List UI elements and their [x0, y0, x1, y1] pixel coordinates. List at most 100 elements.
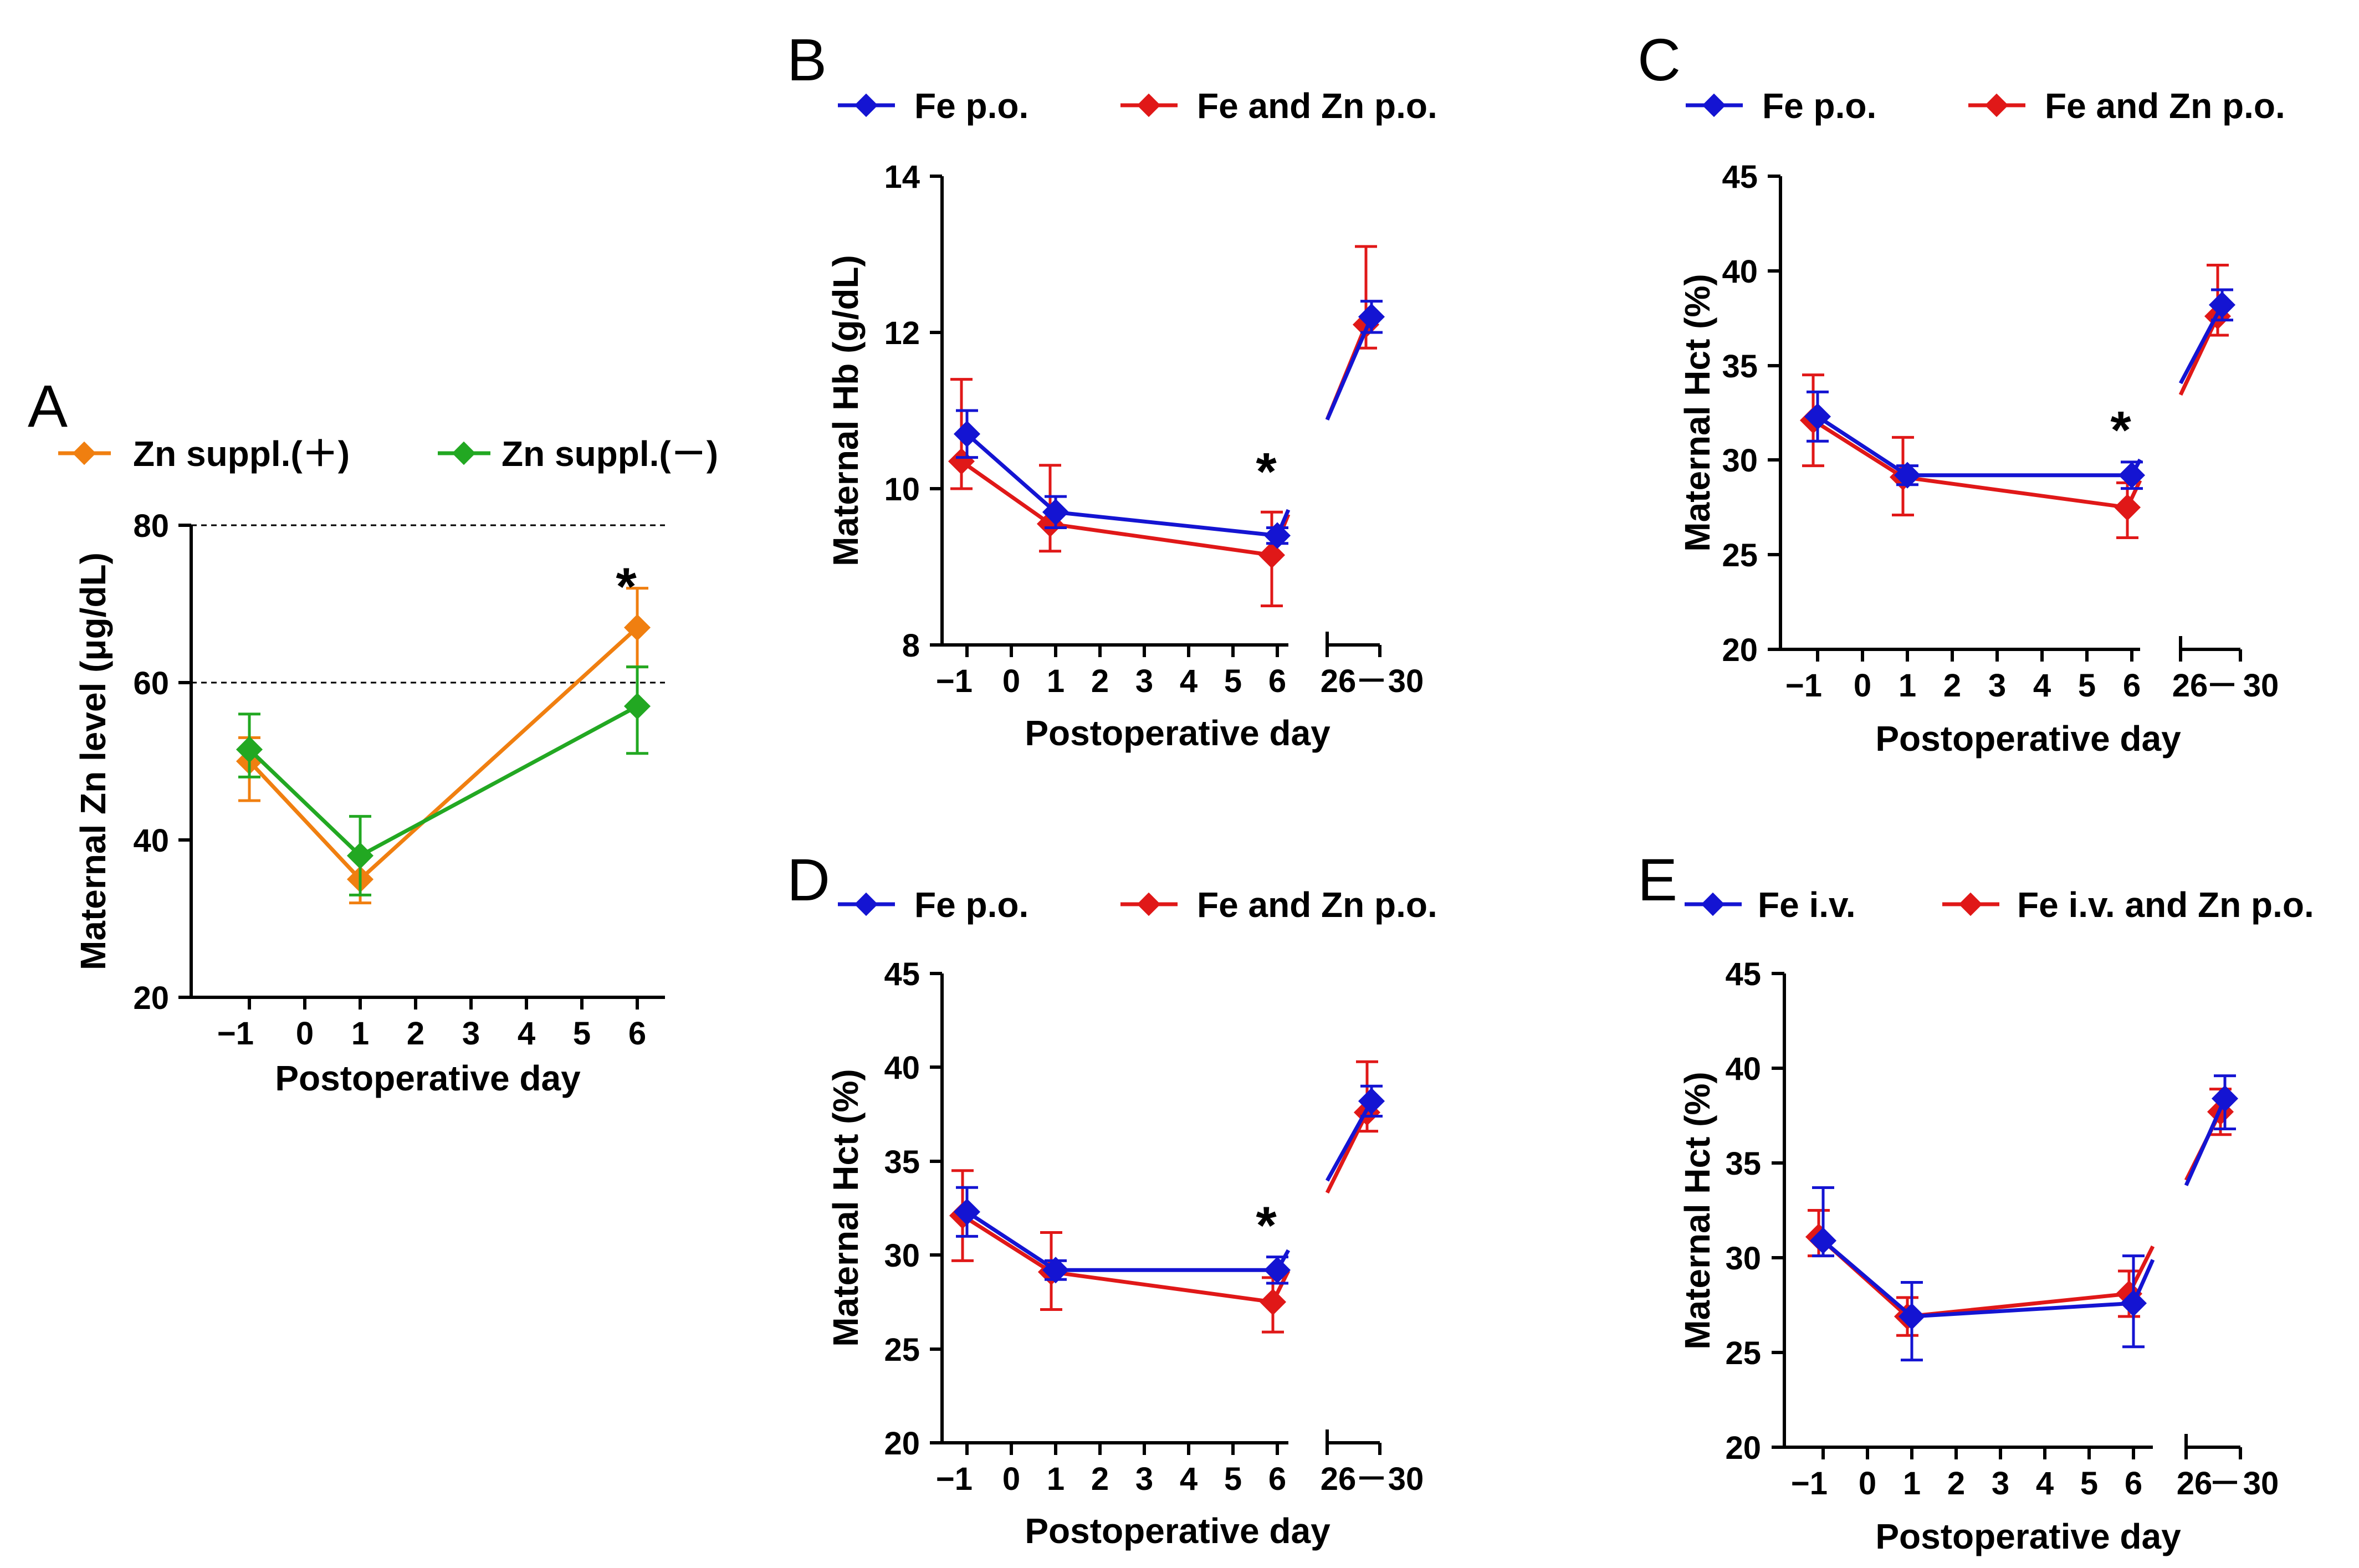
x-tick-label: 4: [1180, 1461, 1198, 1497]
data-point: [1358, 303, 1385, 330]
y-axis-title: Maternal Zn level (μg/dL): [73, 552, 113, 970]
axes: 14 12 10 8 −1 0 1 2 3 4 5 6 26 － 30 Po: [826, 159, 1424, 753]
data-point: [2211, 1085, 2239, 1112]
panel-b: B Fe p.o. Fe and Zn p.o. 14 12 10: [787, 26, 1437, 753]
y-tick-label: 8: [902, 628, 920, 664]
data-point: [1042, 1257, 1070, 1284]
x-tick-label: －: [2206, 668, 2238, 704]
data-point: [1804, 403, 1831, 430]
axes: 45 40 35 30 25 20 −1 0 1 2 3 4 5 6 26 －: [1677, 159, 2279, 759]
x-tick-label: 0: [1859, 1465, 1876, 1502]
y-tick-label: 20: [1725, 1430, 1761, 1466]
y-tick-label: 10: [884, 472, 920, 508]
legend: Fe p.o. Fe and Zn p.o.: [838, 86, 1437, 126]
x-tick-label: 4: [2033, 668, 2051, 704]
y-tick-label: 35: [1722, 349, 1758, 385]
data-point: [948, 448, 975, 475]
x-tick-label: 3: [1135, 1461, 1153, 1497]
panel-e: E Fe i.v. Fe i.v. and Zn p.o. 45: [1638, 846, 2314, 1556]
x-tick-label: 4: [518, 1016, 535, 1052]
series-line: [961, 1214, 1273, 1304]
plot-area: *: [948, 245, 1385, 607]
x-tick-label: 30: [1388, 1461, 1424, 1497]
significance-mark: *: [1256, 1196, 1277, 1255]
data-point: [2118, 462, 2146, 489]
legend-item: Fe i.v.: [1685, 885, 1856, 925]
x-tick-label: 6: [628, 1016, 646, 1052]
y-tick-label: 14: [884, 159, 920, 195]
x-tick-label: 1: [1047, 1461, 1065, 1497]
legend-label: Fe i.v. and Zn p.o.: [2017, 885, 2314, 925]
x-tick-label: 30: [2243, 668, 2279, 704]
legend-label: Fe p.o.: [1762, 86, 1876, 126]
y-tick-label: 30: [884, 1238, 920, 1274]
x-tick-label: 5: [2078, 668, 2096, 704]
plot-area: *: [1799, 264, 2236, 539]
legend-marker: [854, 892, 878, 916]
x-tick-label: 5: [1224, 663, 1242, 699]
data-point: [2120, 1290, 2147, 1317]
x-tick-label: 26: [2177, 1465, 2213, 1502]
series-line: [248, 626, 639, 882]
x-tick-label: －: [1355, 1461, 1388, 1497]
y-tick-label: 60: [133, 665, 169, 701]
x-tick-label: 30: [2243, 1465, 2279, 1502]
y-tick-label: 12: [884, 315, 920, 351]
series-line: [966, 1210, 1277, 1272]
y-tick-label: 45: [884, 956, 920, 992]
legend-item: Fe and Zn p.o.: [1120, 86, 1437, 126]
legend-label: Fe and Zn p.o.: [2045, 86, 2285, 126]
x-tick-label: 1: [1899, 668, 1916, 704]
x-tick-label: 3: [1988, 668, 2006, 704]
axes: 80 60 40 20 −1 0 1 2 3 4 5 6 Postoperati…: [73, 508, 665, 1098]
legend-marker: [1958, 892, 1983, 916]
y-axis-title: Maternal Hb (g/dL): [826, 255, 866, 566]
y-tick-label: 80: [133, 508, 169, 544]
y-tick-label: 45: [1725, 956, 1761, 992]
legend-marker: [1701, 892, 1725, 916]
data-point: [1809, 1227, 1837, 1254]
legend-item: Zn suppl.(－): [438, 434, 718, 474]
y-tick-label: 25: [1722, 537, 1758, 573]
series-line: [1821, 1239, 2134, 1319]
legend: Zn suppl.(＋) Zn suppl.(－): [58, 434, 718, 474]
x-tick-label: 4: [2036, 1465, 2054, 1502]
legend-item: Fe i.v. and Zn p.o.: [1942, 885, 2314, 925]
y-axis-title: Maternal Hct (%): [826, 1069, 866, 1346]
x-tick-label: 1: [1047, 663, 1065, 699]
plot-area: *: [236, 557, 651, 905]
series-line: [248, 704, 638, 858]
x-tick-label: −1: [1785, 668, 1822, 704]
x-tick-label: 2: [1091, 663, 1109, 699]
significance-mark: *: [616, 557, 637, 617]
legend-label: Zn suppl.(－): [502, 434, 718, 474]
y-tick-label: 30: [1722, 443, 1758, 479]
y-tick-label: 40: [1725, 1051, 1761, 1087]
data-point: [1263, 1257, 1291, 1284]
axes: 45 40 35 30 25 20 −1 0 1 2 3 4 5 6 26 －: [1677, 956, 2279, 1556]
legend-label: Fe and Zn p.o.: [1197, 86, 1437, 126]
y-tick-label: 20: [884, 1426, 920, 1462]
x-tick-label: 30: [1388, 663, 1424, 699]
legend-label: Fe p.o.: [914, 885, 1028, 925]
legend: Fe i.v. Fe i.v. and Zn p.o.: [1685, 885, 2314, 925]
legend-label: Zn suppl.(＋): [133, 434, 350, 474]
significance-mark: *: [1256, 442, 1277, 501]
x-tick-label: 5: [2080, 1465, 2098, 1502]
series-line-segment: [1325, 316, 1374, 421]
series-line: [965, 432, 1278, 538]
data-point: [623, 693, 651, 720]
y-tick-label: 35: [884, 1144, 920, 1180]
legend-marker: [1137, 93, 1161, 117]
data-point: [1898, 1303, 1926, 1330]
panel-letter-c: C: [1638, 26, 1681, 93]
x-axis-title: Postoperative day: [1025, 1511, 1331, 1551]
x-tick-label: −1: [217, 1016, 254, 1052]
x-tick-label: −1: [936, 663, 973, 699]
x-tick-label: 1: [351, 1016, 369, 1052]
y-tick-label: 25: [1725, 1335, 1761, 1371]
y-tick-label: 20: [133, 980, 169, 1016]
x-tick-label: 3: [1135, 663, 1153, 699]
x-tick-label: 1: [1903, 1465, 1921, 1502]
panel-letter-d: D: [787, 846, 830, 913]
